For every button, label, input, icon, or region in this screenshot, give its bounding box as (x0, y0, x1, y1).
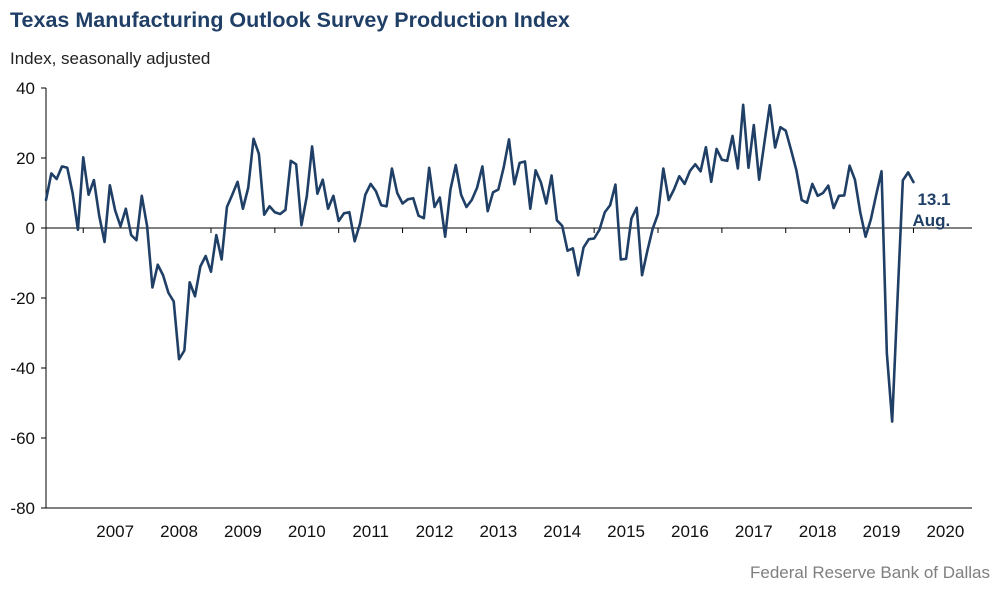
x-tick-label: 2012 (416, 522, 454, 541)
latest-value-label: 13.1 (917, 190, 950, 209)
x-tick-label: 2010 (288, 522, 326, 541)
y-tick-label: 40 (16, 79, 35, 98)
x-tick-label: 2015 (607, 522, 645, 541)
x-tick-label: 2009 (224, 522, 262, 541)
x-tick-label: 2016 (671, 522, 709, 541)
chart-title: Texas Manufacturing Outlook Survey Produ… (10, 8, 570, 32)
y-tick-label: -20 (10, 289, 35, 308)
x-tick-label: 2017 (735, 522, 773, 541)
x-tick-label: 2014 (543, 522, 581, 541)
y-tick-label: -80 (10, 499, 35, 518)
x-tick-label: 2007 (96, 522, 134, 541)
x-tick-label: 2018 (799, 522, 837, 541)
y-tick-label: 0 (26, 219, 35, 238)
x-tick-label: 2020 (926, 522, 964, 541)
y-tick-label: -60 (10, 429, 35, 448)
y-axis-label: Index, seasonally adjusted (10, 49, 211, 68)
y-tick-label: 20 (16, 149, 35, 168)
x-tick-label: 2008 (160, 522, 198, 541)
x-tick-label: 2019 (863, 522, 901, 541)
x-tick-label: 2011 (352, 522, 389, 541)
production-index-line (44, 103, 915, 423)
source-note: Federal Reserve Bank of Dallas (749, 563, 990, 582)
x-tick-label: 2013 (479, 522, 517, 541)
y-tick-label: -40 (10, 359, 35, 378)
latest-period-label: Aug. (912, 211, 950, 230)
